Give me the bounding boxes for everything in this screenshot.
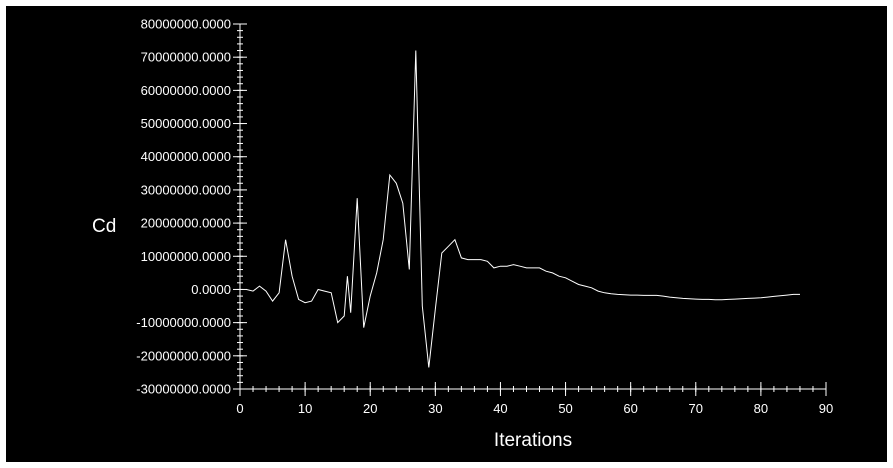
y-axis: 80000000.0000 70000000.0000 60000000.0000 5…	[136, 17, 247, 397]
y-tick-label: 60000000.0000	[141, 83, 231, 98]
x-tick-label: 40	[493, 401, 507, 416]
y-tick-label: 20000000.0000	[141, 216, 231, 231]
y-tick-label: 80000000.0000	[141, 17, 231, 32]
y-tick-label: -30000000.0000	[136, 382, 231, 397]
x-tick-label: 0	[236, 401, 243, 416]
x-axis: 0 10 20 30 40 50 60 70 80 90	[236, 382, 833, 416]
series-layer	[246, 50, 800, 368]
y-tick-label: -10000000.0000	[136, 315, 231, 330]
y-axis-title: Cd	[92, 216, 116, 237]
x-tick-label: 60	[623, 401, 637, 416]
x-tick-label: 30	[428, 401, 442, 416]
y-tick-label: 40000000.0000	[141, 149, 231, 164]
x-tick-label: 20	[363, 401, 377, 416]
cd-convergence-chart: 80000000.0000 70000000.0000 60000000.0000 5…	[92, 17, 833, 452]
y-tick-label: 0.0000	[191, 282, 231, 297]
x-axis-title: Iterations	[494, 430, 572, 451]
x-tick-label: 50	[558, 401, 572, 416]
x-tick-label: 10	[298, 401, 312, 416]
x-tick-label: 70	[689, 401, 703, 416]
y-tick-label: 30000000.0000	[141, 182, 231, 197]
plot-window: 80000000.0000 70000000.0000 60000000.0000 5…	[6, 6, 887, 462]
y-tick-label: 50000000.0000	[141, 116, 231, 131]
y-tick-label: 10000000.0000	[141, 249, 231, 264]
y-tick-label: -20000000.0000	[136, 348, 231, 363]
x-tick-label: 80	[754, 401, 768, 416]
y-tick-label: 70000000.0000	[141, 50, 231, 65]
cd-series-line	[246, 50, 800, 368]
x-tick-label: 90	[819, 401, 833, 416]
